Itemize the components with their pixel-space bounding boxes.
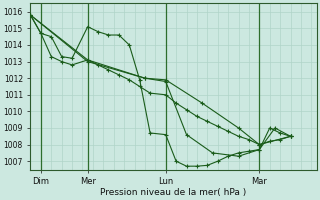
X-axis label: Pression niveau de la mer( hPa ): Pression niveau de la mer( hPa ) (100, 188, 247, 197)
